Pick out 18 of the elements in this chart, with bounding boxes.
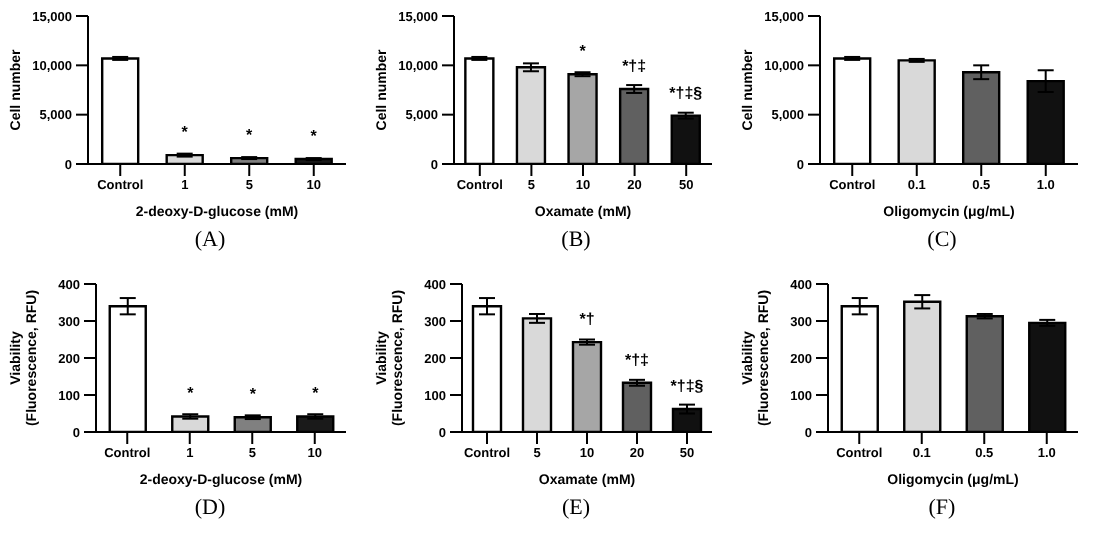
data-label: *	[246, 126, 255, 145]
text: (E)	[559, 496, 593, 520]
data-label: *	[310, 127, 319, 146]
text: (D)	[192, 496, 228, 520]
data-label: *†	[579, 310, 595, 329]
data-label: *†‡§	[669, 83, 704, 102]
data-label: *	[187, 384, 196, 403]
data-label: *†‡§	[670, 377, 705, 396]
data-label: *	[181, 123, 190, 142]
data-label: *	[312, 384, 321, 403]
text: (F)	[926, 496, 958, 520]
data-label: *	[579, 42, 588, 61]
data-label: *	[249, 385, 258, 404]
text: (B)	[559, 228, 593, 252]
text: (C)	[925, 228, 959, 252]
text: (A)	[192, 228, 228, 252]
data-label: *†‡	[624, 350, 650, 369]
data-label: *†‡	[622, 57, 647, 76]
